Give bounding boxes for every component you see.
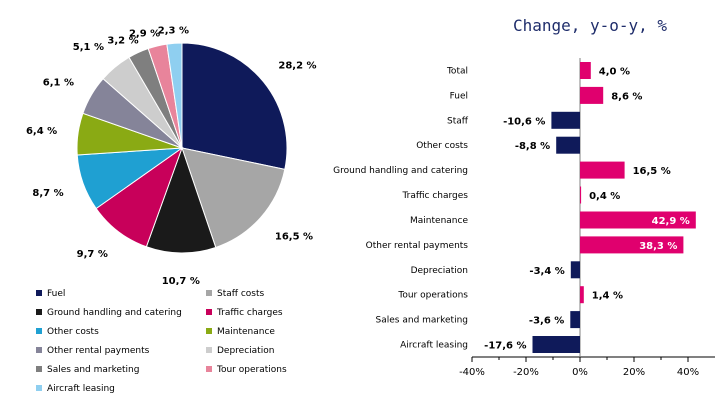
legend-item-fuel: Fuel [36, 288, 65, 300]
cost-structure-pie-chart: 28,2 % 16,5 % 10,7 % 9,7 % 8,7 % 6,4 % 6,1 % 5,… [26, 25, 317, 285]
legend-item-tour-operations: Tour operations [206, 364, 287, 376]
bar-fuel [580, 86, 604, 104]
category-label-traffic-charges: Traffic charges [401, 191, 468, 201]
legend-item-aircraft-leasing: Aircraft leasing [36, 383, 115, 395]
bar-other-costs [556, 136, 580, 154]
pie-label-traffic-charges: 9,7 % [77, 249, 108, 260]
bar-other-rental-payments [580, 236, 684, 254]
category-label-other-costs: Other costs [416, 141, 468, 151]
bar-tour-operations [580, 286, 584, 304]
legend-label: Tour operations [217, 365, 287, 375]
legend-label: Other rental payments [47, 346, 150, 356]
category-label-sales-and-marketing: Sales and marketing [376, 316, 468, 326]
pie-label-other-rental-payments: 6,1 % [43, 77, 74, 88]
legend-swatch [206, 290, 212, 296]
value-label-total: 4,0 % [599, 67, 630, 78]
x-tick-label: -20% [513, 367, 539, 378]
legend-swatch [206, 309, 212, 315]
legend-item-ground-handling-and-catering: Ground handling and catering [36, 307, 182, 319]
x-tick-label: 40% [677, 367, 699, 378]
legend-item-other-rental-payments: Other rental payments [36, 345, 149, 357]
legend-swatch [206, 328, 212, 334]
legend-label: Aircraft leasing [47, 384, 115, 394]
category-label-tour-operations: Tour operations [397, 291, 468, 301]
category-label-staff: Staff [447, 116, 469, 126]
legend-label: Maintenance [217, 327, 275, 337]
legend-swatch [206, 366, 212, 372]
legend-label: Other costs [47, 327, 99, 337]
pie-label-staff-costs: 16,5 % [275, 231, 313, 242]
category-label-depreciation: Depreciation [411, 266, 468, 276]
pie-slice-aircraft-leasing [166, 42, 183, 149]
category-label-fuel: Fuel [450, 91, 468, 101]
value-label-other-costs: -8,8 % [515, 141, 550, 152]
value-label-staff: -10,6 % [503, 116, 545, 127]
value-label-aircraft-leasing: -17,6 % [484, 341, 526, 352]
value-label-depreciation: -3,4 % [529, 266, 564, 277]
value-label-other-rental-payments: 38,3 % [639, 241, 677, 252]
category-label-ground-handling-and-catering: Ground handling and catering [333, 166, 468, 176]
bar-sales-and-marketing [570, 311, 580, 329]
legend-label: Sales and marketing [47, 365, 140, 375]
category-label-aircraft-leasing: Aircraft leasing [400, 341, 468, 351]
legend-item-other-costs: Other costs [36, 326, 99, 338]
legend-label: Fuel [47, 289, 66, 299]
legend-swatch [36, 385, 42, 391]
bar-staff [551, 111, 580, 129]
bar-ground-handling-and-catering [580, 161, 625, 179]
pie-label-fuel: 28,2 % [278, 61, 316, 72]
legend-item-sales-and-marketing: Sales and marketing [36, 364, 139, 376]
legend-swatch [36, 290, 42, 296]
legend-label: Ground handling and catering [47, 308, 182, 318]
bar-chart-title: Change, y-o-y, % [513, 16, 667, 35]
change-yoy-bar-chart: Change, y-o-y, % -40% -20% 0% 20% 40% Total 4,… [333, 16, 715, 378]
bar-aircraft-leasing [532, 336, 580, 353]
legend-item-depreciation: Depreciation [206, 345, 274, 357]
category-label-maintenance: Maintenance [410, 216, 468, 226]
x-tick-label: 0% [572, 367, 588, 378]
value-label-sales-and-marketing: -3,6 % [529, 316, 564, 327]
legend-swatch [36, 347, 42, 353]
value-label-fuel: 8,6 % [611, 91, 642, 102]
pie-label-depreciation: 5,1 % [73, 42, 104, 53]
legend-swatch [36, 366, 42, 372]
pie-label-tour-operations: 2,9 % [129, 28, 160, 39]
legend-label: Depreciation [217, 346, 275, 356]
pie-slice-ground-handling-and-catering [145, 146, 217, 254]
category-label-total: Total [446, 66, 468, 76]
value-label-ground-handling-and-catering: 16,5 % [633, 166, 671, 177]
value-label-tour-operations: 1,4 % [592, 291, 623, 302]
x-tick-label: 20% [623, 367, 645, 378]
legend-item-traffic-charges: Traffic charges [206, 307, 283, 319]
value-label-maintenance: 42,9 % [652, 216, 690, 227]
legend-swatch [36, 309, 42, 315]
category-label-other-rental-payments: Other rental payments [366, 241, 469, 251]
pie-label-aircraft-leasing: 2,3 % [158, 25, 189, 36]
legend-label: Traffic charges [217, 308, 283, 318]
pie-label-sales-and-marketing: 3,2 % [107, 36, 138, 47]
pie-label-ground-handling-and-catering: 10,7 % [162, 276, 200, 285]
value-label-traffic-charges: 0,4 % [589, 191, 620, 202]
bar-total [580, 62, 591, 79]
legend-item-maintenance: Maintenance [206, 326, 275, 338]
legend-label: Staff costs [217, 289, 265, 299]
bar-maintenance [580, 211, 696, 229]
legend-swatch [206, 347, 212, 353]
bar-traffic-charges [580, 186, 582, 204]
legend-swatch [36, 328, 42, 334]
bar-depreciation [570, 261, 580, 279]
pie-label-maintenance: 6,4 % [26, 126, 57, 137]
x-tick-label: -40% [459, 367, 485, 378]
legend-item-staff-costs: Staff costs [206, 288, 264, 300]
pie-label-other-costs: 8,7 % [32, 188, 63, 199]
pie-slice-fuel [181, 42, 288, 170]
